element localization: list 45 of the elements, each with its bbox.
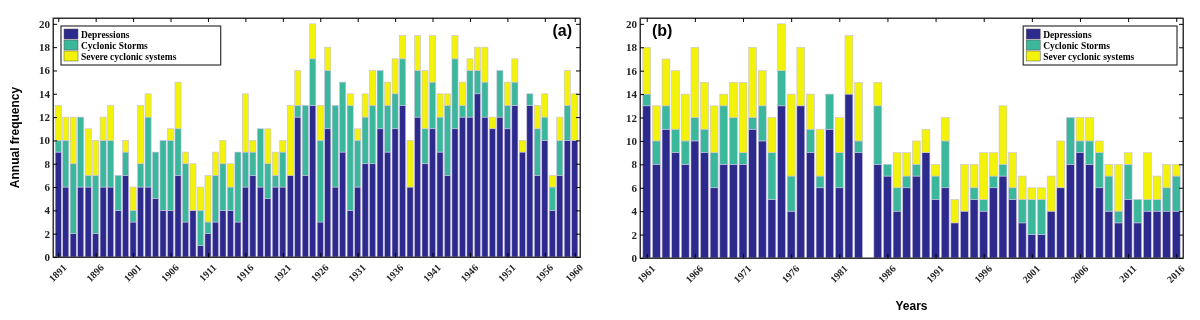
y-tick-label: 8	[631, 158, 638, 171]
legend-label: Cyclonic Storms	[1043, 40, 1111, 51]
x-axis-title: Years	[895, 299, 928, 313]
x-tick-label: 1961	[635, 262, 658, 285]
y-tick-label: 18	[626, 41, 638, 54]
y-tick-label: 10	[39, 134, 51, 147]
y-tick-label: 0	[44, 251, 51, 264]
legend-label: Severe cyclonic systems	[81, 51, 177, 62]
x-tick-label: 1971	[731, 262, 754, 285]
y-tick-label: 0	[631, 252, 638, 265]
y-tick-label: 16	[39, 64, 51, 77]
x-tick-label: 1931	[346, 261, 369, 284]
y-tick-label: 14	[39, 87, 51, 100]
y-tick-label: 10	[626, 134, 638, 147]
x-tick-label: 1921	[271, 261, 294, 284]
y-tick-label: 18	[39, 41, 51, 54]
x-tick-label: 1981	[827, 262, 850, 285]
y-tick-label: 14	[626, 88, 638, 101]
x-tick-label: 1911	[196, 261, 219, 284]
y-tick-label: 20	[39, 17, 51, 30]
y-tick-label: 8	[44, 157, 51, 170]
legend-label: Sever cyclonic systems	[1043, 51, 1135, 62]
x-tick-label: 1891	[46, 261, 69, 284]
x-tick-label: 1951	[495, 261, 518, 284]
x-tick-label: 1901	[121, 261, 144, 284]
x-tick-label: 2001	[1020, 262, 1043, 285]
legend-label: Depressions	[1043, 29, 1092, 40]
y-tick-label: 12	[39, 111, 51, 124]
annotation: (b)	[652, 22, 673, 39]
legend-label: Depressions	[81, 29, 130, 40]
x-tick-label: 1941	[421, 261, 443, 284]
y-axis-title: Annual frequency	[8, 86, 22, 189]
y-tick-label: 4	[631, 205, 638, 218]
y-tick-label: 16	[626, 64, 638, 77]
annotation: (a)	[552, 22, 572, 39]
y-tick-label: 6	[631, 181, 638, 194]
x-tick-label: 1991	[924, 262, 946, 285]
y-tick-label: 2	[44, 227, 51, 240]
x-tick-label: 2011	[1116, 262, 1139, 285]
legend-label: Cyclonic Storms	[81, 40, 149, 51]
y-tick-label: 2	[631, 228, 638, 241]
y-tick-label: 4	[44, 204, 51, 217]
y-tick-label: 20	[626, 17, 638, 30]
y-tick-label: 12	[626, 111, 638, 124]
y-tick-label: 6	[44, 181, 51, 194]
